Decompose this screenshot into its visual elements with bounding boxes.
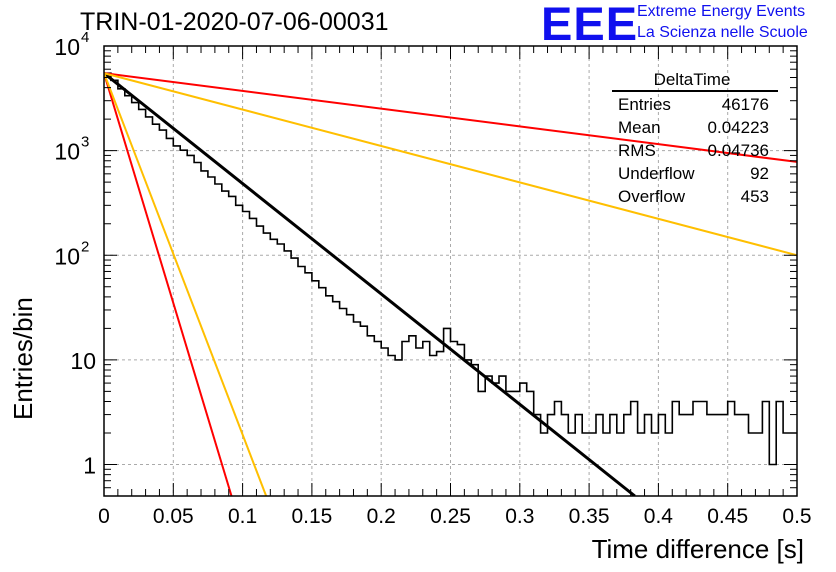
logo-line-1: Extreme Energy Events: [637, 3, 806, 20]
stats-row-overflow: Overflow 453: [612, 185, 778, 208]
y-tick-label: 10: [54, 34, 80, 60]
x-tick-label: 0.35: [569, 505, 610, 528]
stats-value: 0.04736: [707, 141, 769, 160]
x-tick-label: 0.25: [430, 505, 471, 528]
y-tick-label: 1: [83, 453, 96, 479]
fit-line-5: [104, 72, 268, 496]
x-axis-title: Time difference [s]: [591, 534, 804, 564]
stats-row-rms: RMS 0.04736: [612, 139, 778, 162]
x-tick-label: 0.1: [228, 505, 257, 528]
chart-title: TRIN-01-2020-07-06-00031: [80, 8, 389, 36]
y-tick-label: 10: [54, 243, 80, 269]
stats-row-mean: Mean 0.04223: [612, 116, 778, 139]
stats-value: 0.04223: [707, 118, 769, 137]
x-tick-label: 0.4: [644, 505, 674, 528]
y-axis-title: Entries/bin: [8, 297, 38, 420]
fit-line-1: [104, 71, 636, 496]
eee-logo: EEE: [541, 0, 639, 50]
x-tick-label: 0.2: [367, 505, 396, 528]
x-tick-label: 0.05: [153, 505, 194, 528]
x-tick-label: 0.15: [291, 505, 332, 528]
y-tick-label: 10: [70, 348, 96, 374]
stats-label: Underflow: [618, 164, 695, 183]
stats-value: 92: [750, 164, 769, 183]
stats-value: 46176: [721, 95, 769, 114]
x-tick-label: 0.5: [782, 505, 811, 528]
fit-line-2: [104, 72, 797, 163]
y-tick-exponent: 3: [81, 134, 89, 151]
stats-label: Entries: [618, 95, 671, 114]
y-tick-label: 10: [54, 139, 80, 165]
stats-label: RMS: [618, 141, 656, 160]
fit-line-4: [104, 72, 233, 496]
stats-label: Overflow: [618, 187, 686, 206]
stats-title: DeltaTime: [612, 70, 778, 92]
stats-label: Mean: [618, 118, 661, 137]
histogram-deltatime: [104, 72, 797, 466]
stats-row-entries: Entries 46176: [612, 93, 778, 116]
x-tick-label: 0: [98, 505, 110, 528]
stats-box: DeltaTime Entries 46176 Mean 0.04223 RMS…: [612, 70, 778, 208]
x-tick-label: 0.45: [707, 505, 748, 528]
x-tick-label: 0.3: [505, 505, 534, 528]
stats-row-underflow: Underflow 92: [612, 162, 778, 185]
y-tick-exponent: 2: [81, 238, 89, 255]
fit-line-3: [104, 72, 797, 257]
logo-line-2: La Scienza nelle Scuole: [637, 24, 808, 41]
y-tick-exponent: 4: [81, 29, 89, 46]
stats-value: 453: [740, 187, 769, 206]
